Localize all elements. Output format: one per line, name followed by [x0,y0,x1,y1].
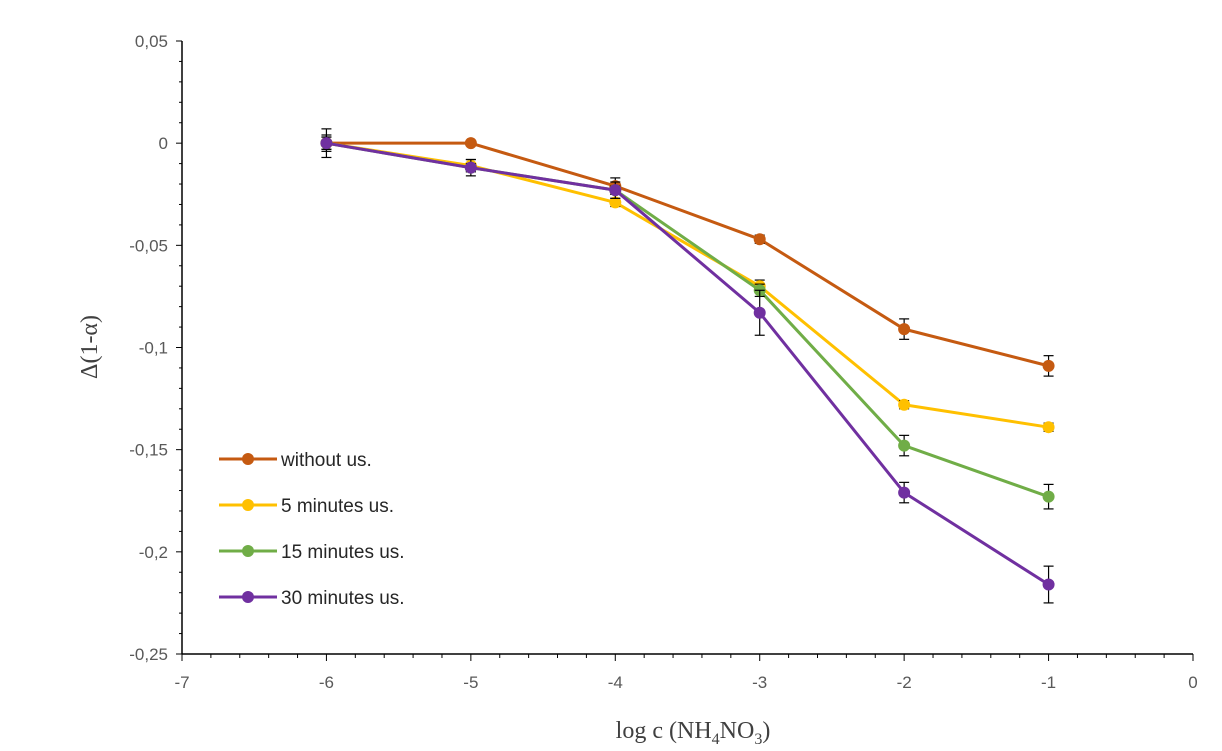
legend-label: 5 minutes us. [281,496,394,517]
data-point [898,486,911,499]
series-layer [320,128,1055,604]
series-line [326,141,1049,368]
y-tick-label: 0,05 [135,32,168,51]
series-line [326,141,1050,499]
data-point [898,323,911,336]
legend-swatch-marker [242,591,254,603]
x-tick-label: 0 [1188,673,1197,692]
series-2 [320,134,1055,434]
legend-label: 15 minutes us. [281,542,405,563]
legend-swatch-marker [242,545,254,557]
data-point [1042,578,1055,591]
legend: without us. 5 minutes us. 15 minutes us. 30… [219,450,405,609]
x-tick-label: -5 [463,673,478,692]
series-line [326,141,1050,586]
y-tick-label: -0,15 [129,441,168,460]
series-4 [320,136,1055,604]
data-point [753,233,766,246]
x-tick-label: -4 [608,673,623,692]
data-point [1042,490,1055,503]
series-3 [320,136,1055,510]
legend-swatch-marker [242,499,254,511]
data-point [464,137,477,150]
legend-label: without us. [280,450,372,471]
data-point [320,137,333,150]
legend-item: 5 minutes us. [219,496,394,517]
y-tick-label: -0,2 [139,543,168,562]
data-point [898,398,911,411]
legend-item: 30 minutes us. [219,588,405,609]
legend-swatch-marker [242,453,254,465]
data-point [609,184,622,197]
data-point [898,439,911,452]
legend-label: 30 minutes us. [281,588,405,609]
data-point [609,196,622,209]
series-line [326,141,1049,429]
x-tick-label: -6 [319,673,334,692]
y-tick-label: -0,05 [129,236,168,255]
x-axis-ticks: -7 -6 -5 -4 -3 -2 -1 0 [174,654,1198,692]
y-axis-ticks: 0,05 0 -0,05 -0,1 -0,15 -0,2 -0,25 [129,32,182,664]
legend-item: 15 minutes us. [219,542,405,563]
y-axis-title: Δ(1-α) [77,315,103,379]
x-tick-label: -2 [897,673,912,692]
x-axis-title: log c (NH4NO3) [616,718,771,748]
x-tick-label: -3 [752,673,767,692]
y-tick-label: -0,25 [129,645,168,664]
data-point [1042,359,1055,372]
data-point [753,306,766,319]
x-tick-label: -1 [1041,673,1056,692]
legend-item: without us. [219,450,372,471]
data-point [464,161,477,174]
y-tick-label: -0,1 [139,339,168,358]
data-point [1042,421,1055,434]
x-tick-label: -7 [174,673,189,692]
y-tick-label: 0 [159,134,168,153]
